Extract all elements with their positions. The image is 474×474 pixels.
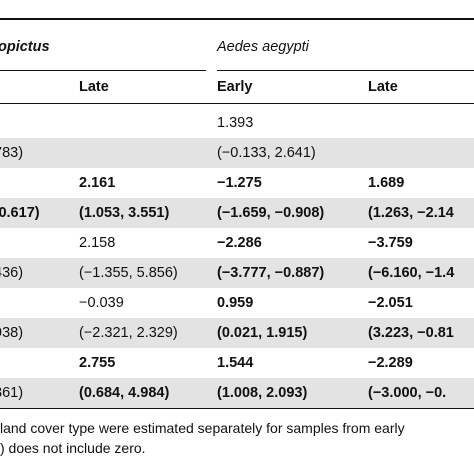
table-footnote-line-1: land cover type were estimated separatel… — [0, 420, 405, 436]
table-cell: (−3.777, −0.887) — [217, 265, 325, 281]
table-cell: −2.289 — [368, 355, 413, 371]
species-header-right: Aedes aegypti — [217, 39, 309, 55]
column-header-late-1: Late — [79, 79, 109, 95]
table-cell: (3.223, −0.81 — [368, 325, 454, 341]
table-row: .436) (−1.355, 5.856) (−3.777, −0.887) (… — [0, 258, 474, 288]
table-row: .938) (−2.321, 2.329) (0.021, 1.915) (3.… — [0, 318, 474, 348]
table-cell: (1.263, −2.14 — [368, 205, 454, 221]
table-cell: .436) — [0, 265, 24, 281]
table-cell: −3.759 — [368, 235, 413, 251]
table-cell: (−1.355, 5.856) — [79, 265, 178, 281]
header-bottom-rule — [0, 103, 474, 104]
table-row: 2.755 1.544 −2.289 — [0, 348, 474, 378]
group-underline-left — [0, 70, 206, 71]
table-cell: 0.959 — [217, 295, 254, 311]
table-bottom-rule — [0, 408, 474, 409]
table-row: −0.039 0.959 −2.051 — [0, 288, 474, 318]
table-cell: −0.617) — [0, 205, 40, 221]
table-cell: .783) — [0, 145, 24, 161]
table-row: .361) (0.684, 4.984) (1.008, 2.093) (−3.… — [0, 378, 474, 408]
table-cell: (0.684, 4.984) — [79, 385, 170, 401]
table-cell: .938) — [0, 325, 24, 341]
table-cell: (−2.321, 2.329) — [79, 325, 178, 341]
species-header-left: opictus — [0, 39, 50, 55]
table-cell: (−6.160, −1.4 — [368, 265, 455, 281]
table-footnote-line-2: ) does not include zero. — [0, 440, 146, 456]
table-cell: 1.393 — [217, 115, 254, 131]
table-cell: 2.161 — [79, 175, 116, 191]
table-cell: 2.755 — [79, 355, 116, 371]
table-row: −0.617) (1.053, 3.551) (−1.659, −0.908) … — [0, 198, 474, 228]
table-cell: (−3.000, −0. — [368, 385, 447, 401]
table-cell: (1.008, 2.093) — [217, 385, 308, 401]
table-cell: −2.286 — [217, 235, 262, 251]
table-cell: −2.051 — [368, 295, 413, 311]
table-cell: (−0.133, 2.641) — [217, 145, 316, 161]
table-cell: (0.021, 1.915) — [217, 325, 308, 341]
table-cell: −1.275 — [217, 175, 262, 191]
table-cell: 1.544 — [217, 355, 254, 371]
column-header-late-2: Late — [368, 79, 398, 95]
table-cell: (−1.659, −0.908) — [217, 205, 325, 221]
table-row: 1.393 — [0, 108, 474, 138]
table-cell: .361) — [0, 385, 24, 401]
table-cell: (1.053, 3.551) — [79, 205, 170, 221]
group-underline-right — [217, 70, 474, 71]
table-cell: −0.039 — [79, 295, 124, 311]
column-header-early-2: Early — [217, 79, 253, 95]
table-row: 2.158 −2.286 −3.759 — [0, 228, 474, 258]
table-cell: 2.158 — [79, 235, 116, 251]
table-top-rule — [0, 18, 474, 20]
table-row: 2.161 −1.275 1.689 — [0, 168, 474, 198]
table-cell: 1.689 — [368, 175, 405, 191]
table-row: .783) (−0.133, 2.641) — [0, 138, 474, 168]
